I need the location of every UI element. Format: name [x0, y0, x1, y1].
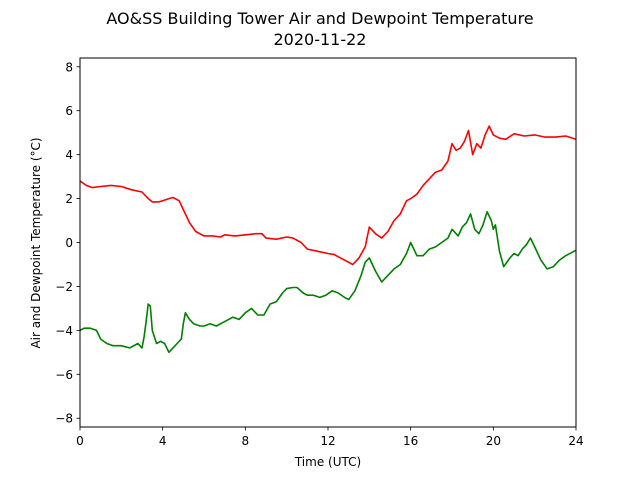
x-tick-label: 16 [403, 434, 418, 448]
y-tick-label: −6 [55, 368, 73, 382]
y-axis-label: Air and Dewpoint Temperature (°C) [29, 137, 43, 348]
air-temperature-line [80, 125, 576, 266]
y-tick-label: 6 [65, 104, 73, 118]
x-tick-label: 8 [242, 434, 250, 448]
y-tick-label: −8 [55, 412, 73, 426]
y-tick-label: 4 [65, 148, 73, 162]
x-tick-label: 12 [320, 434, 335, 448]
chart-subtitle: 2020-11-22 [274, 30, 367, 49]
chart-title: AO&SS Building Tower Air and Dewpoint Te… [106, 9, 533, 28]
x-tick-label: 24 [568, 434, 583, 448]
y-tick-label: −2 [55, 280, 73, 294]
y-tick-label: 2 [65, 192, 73, 206]
x-tick-label: 0 [76, 434, 84, 448]
x-tick-label: 4 [159, 434, 167, 448]
y-tick-label: −4 [55, 324, 73, 338]
series-layer [80, 125, 576, 354]
x-tick-label: 20 [486, 434, 501, 448]
x-axis-label: Time (UTC) [294, 455, 361, 469]
plot-frame [79, 57, 577, 428]
dewpoint-temperature-line [80, 211, 576, 354]
y-tick-label: 0 [65, 236, 73, 250]
y-tick-label: 8 [65, 60, 73, 74]
